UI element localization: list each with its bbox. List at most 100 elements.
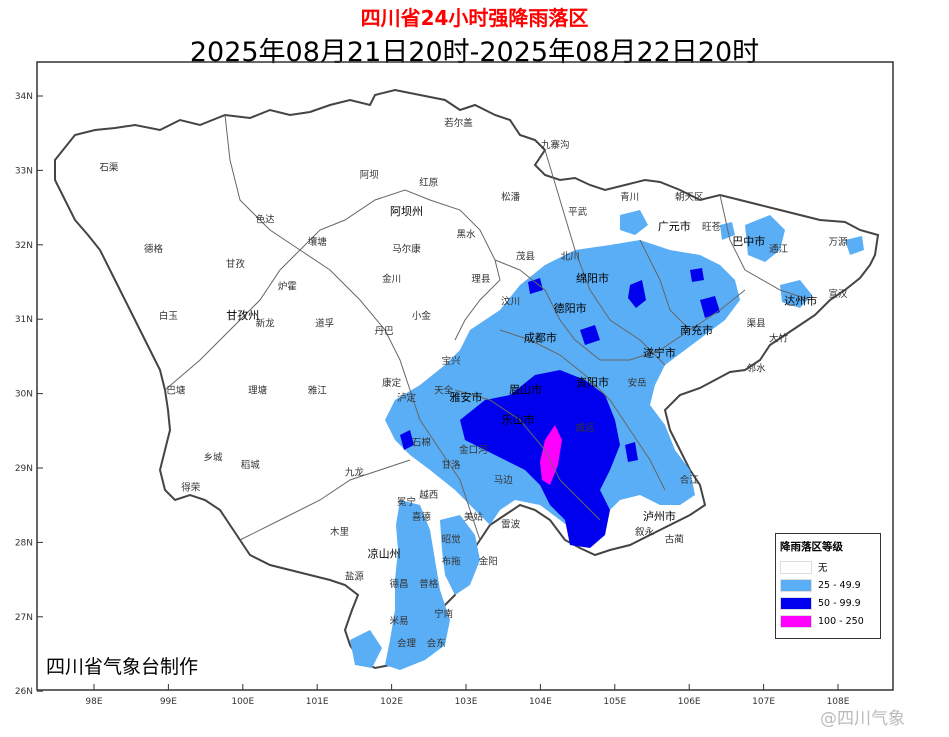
county-label: 阿坝 bbox=[360, 170, 380, 181]
prefecture-label: 眉山市 bbox=[509, 383, 542, 397]
county-label: 若尔盖 bbox=[444, 117, 473, 129]
prefecture-boundaries bbox=[164, 114, 811, 541]
county-label: 黑水 bbox=[456, 228, 476, 240]
county-label: 通江 bbox=[769, 244, 789, 255]
lat-tick-label: 34N bbox=[15, 92, 33, 102]
county-label: 布拖 bbox=[442, 556, 462, 568]
legend-swatch-100 bbox=[780, 614, 812, 628]
lon-tick-label: 106E bbox=[678, 697, 701, 707]
prefecture-label: 遂宁市 bbox=[643, 345, 676, 359]
prefecture-label: 雅安市 bbox=[450, 390, 483, 404]
county-label: 安岳 bbox=[628, 377, 647, 389]
county-label: 合江 bbox=[680, 474, 700, 486]
county-label: 乡城 bbox=[204, 453, 224, 464]
county-label: 理塘 bbox=[248, 385, 268, 397]
prefecture-label: 资阳市 bbox=[576, 375, 609, 389]
lon-tick-label: 107E bbox=[752, 697, 775, 707]
county-label: 宁南 bbox=[434, 608, 453, 620]
prefecture-label: 巴中市 bbox=[732, 234, 765, 248]
county-label: 美姑 bbox=[464, 511, 484, 523]
legend-item-none: 无 bbox=[780, 560, 828, 574]
lon-tick-label: 101E bbox=[306, 697, 329, 707]
lat-tick-label: 29N bbox=[15, 464, 33, 474]
prefecture-label: 达州市 bbox=[784, 293, 817, 307]
county-label: 普格 bbox=[419, 578, 439, 590]
legend-swatch-none bbox=[780, 560, 812, 574]
lon-tick-label: 105E bbox=[603, 697, 626, 707]
county-label: 小金 bbox=[412, 310, 432, 322]
legend-swatch-50 bbox=[780, 596, 812, 610]
rain-100-250-layer bbox=[540, 425, 562, 485]
county-label: 泸定 bbox=[397, 392, 417, 404]
county-label: 理县 bbox=[471, 274, 490, 285]
county-label: 丹巴 bbox=[375, 326, 394, 337]
county-label: 马尔康 bbox=[392, 243, 421, 255]
map-frame bbox=[36, 61, 894, 691]
county-label: 盐源 bbox=[345, 571, 365, 583]
county-label: 马边 bbox=[494, 475, 514, 486]
lon-tick-label: 103E bbox=[455, 697, 478, 707]
map-title: 四川省24小时强降雨落区 bbox=[360, 6, 589, 30]
county-label: 米易 bbox=[390, 615, 409, 627]
prefecture-label: 凉山州 bbox=[368, 546, 401, 560]
lat-ticks: 34N 33N 32N 31N 30N 29N 28N 27N 26N bbox=[15, 92, 43, 697]
county-label: 金川 bbox=[382, 273, 401, 285]
lon-ticks: 98E 99E 100E 101E 102E 103E 104E 105E 106E 107E 10… bbox=[85, 684, 850, 707]
county-label: 松潘 bbox=[501, 191, 521, 203]
watermark: @四川气象 bbox=[820, 709, 905, 729]
lat-tick-label: 33N bbox=[15, 166, 33, 176]
prefecture-label: 阿坝州 bbox=[390, 204, 423, 218]
prefecture-label: 绵阳市 bbox=[576, 271, 609, 285]
legend-label-none: 无 bbox=[818, 563, 828, 574]
prefecture-label: 德阳市 bbox=[554, 301, 587, 315]
lon-tick-label: 108E bbox=[827, 697, 850, 707]
lon-tick-label: 104E bbox=[529, 697, 552, 707]
county-label: 雅江 bbox=[308, 385, 328, 397]
county-label: 石渠 bbox=[99, 161, 119, 173]
prefecture-label: 成都市 bbox=[524, 331, 557, 345]
county-label: 邻水 bbox=[747, 362, 767, 374]
county-label: 甘孜 bbox=[226, 258, 246, 270]
county-label: 色达 bbox=[256, 213, 276, 225]
county-label: 木里 bbox=[330, 526, 349, 538]
county-label: 汶川 bbox=[501, 295, 520, 307]
lon-tick-label: 102E bbox=[380, 697, 403, 707]
county-label: 炉霍 bbox=[278, 280, 297, 292]
maker-credit: 四川省气象台制作 bbox=[46, 656, 199, 678]
county-label: 壤塘 bbox=[308, 236, 328, 248]
lat-tick-label: 28N bbox=[15, 538, 33, 548]
county-label: 会东 bbox=[427, 638, 446, 650]
county-label: 天全 bbox=[434, 385, 454, 397]
county-label: 金口河 bbox=[459, 444, 488, 456]
county-label: 稻城 bbox=[241, 460, 261, 471]
lon-tick-label: 100E bbox=[231, 697, 254, 707]
county-label: 白玉 bbox=[159, 310, 179, 322]
legend-label-50: 50 - 99.9 bbox=[818, 597, 861, 609]
prefecture-label: 广元市 bbox=[658, 219, 691, 233]
prefecture-label: 甘孜州 bbox=[226, 308, 259, 322]
prefecture-label: 南充市 bbox=[680, 323, 713, 337]
county-label: 大竹 bbox=[769, 333, 789, 345]
county-label: 九寨沟 bbox=[541, 139, 570, 151]
county-label: 德格 bbox=[144, 243, 164, 255]
county-label: 北川 bbox=[561, 252, 580, 263]
county-label: 茂县 bbox=[516, 251, 535, 263]
rain-50-99-layer bbox=[400, 268, 720, 548]
county-label: 平武 bbox=[568, 206, 588, 218]
county-label: 叙永 bbox=[635, 526, 655, 538]
county-label: 朝天区 bbox=[675, 192, 704, 203]
legend-item-50: 50 - 99.9 bbox=[780, 596, 861, 610]
county-label: 冕宁 bbox=[397, 496, 416, 508]
county-label: 青川 bbox=[620, 191, 639, 203]
lat-tick-label: 26N bbox=[15, 687, 33, 697]
county-label: 万源 bbox=[828, 237, 848, 248]
county-label: 红原 bbox=[419, 176, 438, 188]
legend-item-100: 100 - 250 bbox=[780, 614, 864, 628]
legend-label-100: 100 - 250 bbox=[818, 615, 864, 627]
lat-tick-label: 27N bbox=[15, 613, 33, 623]
prefecture-label: 乐山市 bbox=[502, 412, 535, 426]
county-label: 新龙 bbox=[256, 318, 276, 330]
